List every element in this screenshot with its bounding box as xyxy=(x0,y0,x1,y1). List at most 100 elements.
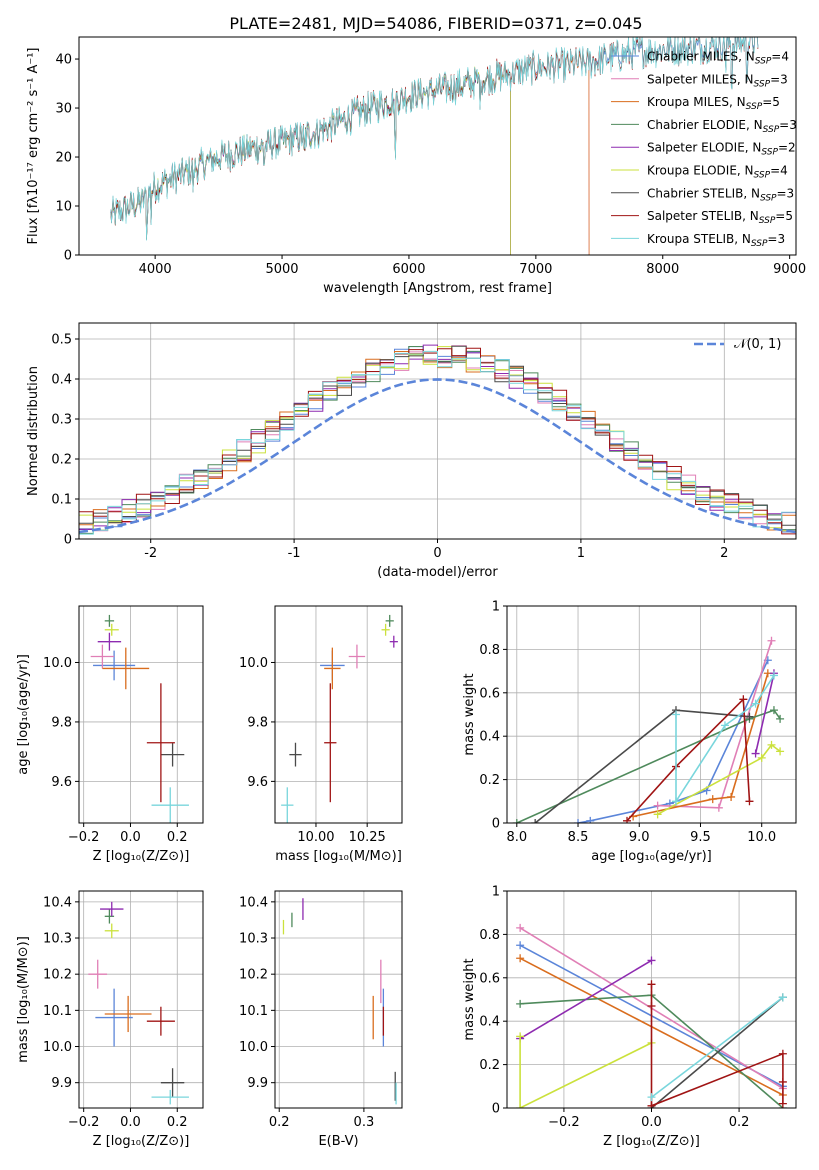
x-tick-label: 0.2 xyxy=(269,1115,290,1130)
weight-marker xyxy=(769,671,778,680)
weight-marker xyxy=(516,999,525,1008)
x-tick-label: 7000 xyxy=(519,262,552,277)
x-tick-label: -2 xyxy=(144,546,157,561)
weight-marker xyxy=(767,740,776,749)
histogram-kroupa-stelib xyxy=(79,350,796,535)
x-axis-label: Z [log₁₀(Z/Z⊙)] xyxy=(603,1134,700,1149)
y-tick-label: 10.2 xyxy=(239,968,268,983)
plot-area xyxy=(110,37,759,255)
axes-frame xyxy=(78,36,797,256)
x-tick-label: 0.2 xyxy=(167,1115,188,1130)
y-tick-label: 10.0 xyxy=(239,1040,268,1055)
weight-marker xyxy=(708,795,717,804)
axes-frame xyxy=(274,605,403,824)
x-tick-label: 0.0 xyxy=(120,1115,141,1130)
x-tick-label: 10.00 xyxy=(297,830,334,845)
weight-marker xyxy=(745,797,754,806)
axes-frame xyxy=(506,890,797,1109)
spectrum-line-kroupa-miles xyxy=(110,51,590,255)
normal-curve xyxy=(79,378,796,534)
plot-area xyxy=(79,323,796,539)
x-tick-label: 0.2 xyxy=(729,1115,750,1130)
weight-marker xyxy=(516,923,525,932)
weight-marker xyxy=(647,1002,656,1011)
y-tick-label: 0.2 xyxy=(479,773,500,788)
weight-marker xyxy=(745,712,754,721)
y-tick-label: 0.3 xyxy=(51,413,72,428)
x-axis-label: wavelength [Angstrom, rest frame] xyxy=(323,281,552,296)
y-tick-label: 0.4 xyxy=(51,373,72,388)
y-tick-label: 10.1 xyxy=(239,1004,268,1019)
y-tick-label: 0 xyxy=(64,533,72,548)
weight-line-kroupa-elodie xyxy=(519,1036,652,1108)
y-axis-label: mass [log₁₀(M/M⊙)] xyxy=(16,936,31,1063)
y-tick-label: 9.8 xyxy=(51,715,72,730)
y-tick-label: 10.0 xyxy=(43,656,72,671)
panel-spectrum: 4000 5000 6000 7000 8000 9000 0 10 20 30 40 wavelen… xyxy=(26,36,806,296)
y-tick-label: 10.2 xyxy=(43,968,72,983)
y-tick-label: 10.3 xyxy=(239,932,268,947)
x-tick-label: 9000 xyxy=(773,262,806,277)
y-tick-label: 0.4 xyxy=(479,730,500,745)
y-tick-label: 9.9 xyxy=(51,1076,72,1091)
weight-line-kroupa-stelib xyxy=(651,996,784,1098)
weight-marker xyxy=(778,993,787,1002)
weight-marker xyxy=(516,1032,525,1041)
y-tick-label: 40 xyxy=(55,53,72,68)
x-axis-label: E(B-V) xyxy=(318,1134,358,1149)
y-tick-label: 30 xyxy=(55,102,72,117)
weight-marker xyxy=(516,954,525,963)
weight-marker xyxy=(751,699,760,708)
x-tick-label: 9.5 xyxy=(690,830,711,845)
legend-entry: Kroupa MILES, NSSP=5 xyxy=(647,95,780,112)
weight-marker xyxy=(757,753,766,762)
x-tick-label: 0.0 xyxy=(641,1115,662,1130)
x-axis-label: age [log₁₀(age/yr)] xyxy=(591,849,712,864)
axes-frame xyxy=(274,890,403,1109)
weight-line-chabrier-elodie xyxy=(516,709,781,823)
plot-area xyxy=(275,606,402,823)
x-tick-label: 8.5 xyxy=(568,830,589,845)
y-tick-label: 0.8 xyxy=(479,643,500,658)
axes-frame xyxy=(78,322,797,540)
y-tick-label: 0.2 xyxy=(479,1058,500,1073)
x-tick-label: 9.0 xyxy=(629,830,650,845)
weight-marker xyxy=(516,1104,525,1108)
y-axis-label: mass weight xyxy=(462,673,477,755)
x-axis-label: Z [log₁₀(Z/Z⊙)] xyxy=(93,849,190,864)
y-tick-label: 0.6 xyxy=(479,686,500,701)
weight-marker xyxy=(647,956,656,965)
weight-line-salpeter-elodie xyxy=(519,959,652,1040)
x-axis-label: (data-model)/error xyxy=(377,565,498,580)
y-tick-label: 1 xyxy=(492,885,500,900)
y-tick-label: 0 xyxy=(64,249,72,264)
spectrum-line-salpeter-miles xyxy=(110,51,590,255)
y-tick-label: 0 xyxy=(492,817,500,832)
legend-entry: Salpeter ELODIE, NSSP=2 xyxy=(647,141,796,158)
weight-line-salpeter-stelib xyxy=(626,697,751,822)
weight-marker xyxy=(647,1093,656,1102)
weight-line-kroupa-miles xyxy=(632,673,769,818)
weight-marker xyxy=(769,706,778,715)
legend-entry: Chabrier STELIB, NSSP=3 xyxy=(647,186,794,203)
y-tick-label: 10 xyxy=(55,200,72,215)
weight-marker xyxy=(778,1077,787,1086)
axes-frame xyxy=(78,890,204,1109)
y-tick-label: 10.1 xyxy=(43,1004,72,1019)
y-tick-label: 9.8 xyxy=(247,715,268,730)
weight-marker xyxy=(647,980,656,989)
plot-area xyxy=(79,891,203,1108)
x-tick-label: 5000 xyxy=(265,262,298,277)
y-axis-label: Normed distribution xyxy=(26,366,41,496)
y-tick-label: 9.9 xyxy=(247,1076,268,1091)
weight-marker xyxy=(531,819,540,823)
axes-frame xyxy=(506,605,797,824)
weight-marker xyxy=(512,819,521,823)
x-tick-label: 0.0 xyxy=(120,830,141,845)
weight-marker xyxy=(647,1101,656,1108)
x-tick-label: 4000 xyxy=(139,262,172,277)
x-axis-label: Z [log₁₀(Z/Z⊙)] xyxy=(93,1134,190,1149)
y-tick-label: 0.1 xyxy=(51,493,72,508)
y-tick-label: 10.4 xyxy=(43,895,72,910)
y-tick-label: 10.0 xyxy=(239,656,268,671)
